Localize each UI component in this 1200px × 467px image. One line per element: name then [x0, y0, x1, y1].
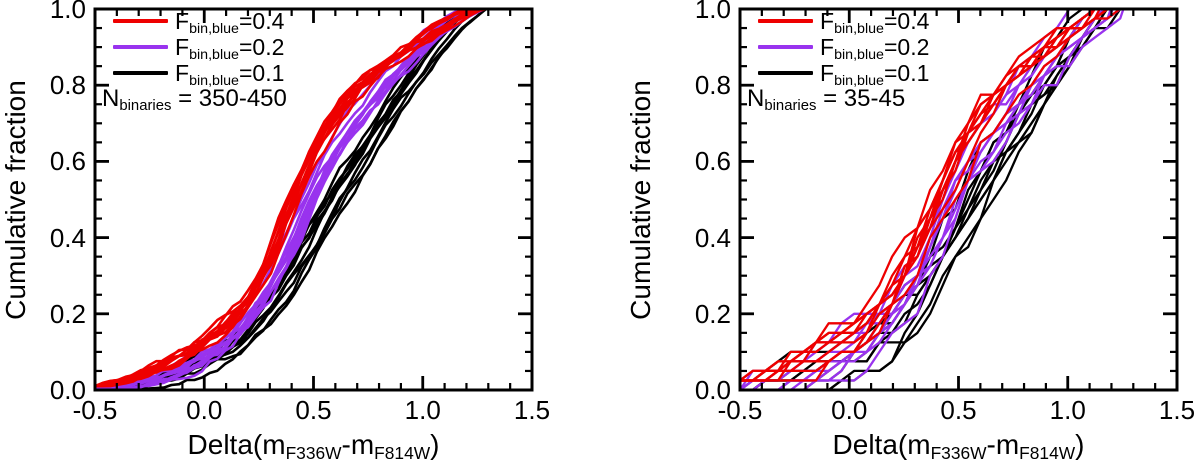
x-tick-label: 1.0 [404, 395, 441, 425]
y-tick-label: 1.0 [49, 0, 86, 24]
panel-left: -0.5 0.0 0.5 1.0 1.5 0.0 0.2 0.4 0.6 0.8 1.0 Delta(… [0, 0, 551, 463]
x-tick-label: 1.0 [1049, 395, 1086, 425]
axis-ticks [93, 7, 534, 392]
legend-line-swatch [113, 19, 168, 23]
legend-label: Fbin,blue=0.1 [175, 60, 285, 89]
x-tick-label: 0.0 [186, 395, 223, 425]
x-tick-label: 0.5 [295, 395, 332, 425]
x-tick-label: 1.5 [513, 395, 551, 425]
legend-label: Fbin,blue=0.2 [820, 34, 930, 63]
legend-label: Fbin,blue=0.4 [175, 8, 285, 37]
y-axis-title: Cumulative fraction [0, 79, 31, 320]
legend-line-swatch [758, 19, 813, 23]
x-tick-label: 1.5 [1158, 395, 1196, 425]
right-chart-canvas [738, 7, 1179, 392]
y-tick-label: 0.2 [694, 298, 731, 329]
x-tick-label: 0.5 [940, 395, 977, 425]
y-tick-label: 0.4 [694, 222, 731, 253]
y-tick-label: 0.0 [694, 375, 731, 405]
y-tick-label: 0.2 [49, 298, 86, 329]
legend-label: Fbin,blue=0.2 [175, 34, 285, 63]
y-tick-label: 0.8 [49, 70, 86, 101]
annotation-nbinaries: Nbinaries = 350-450 [102, 85, 287, 115]
cdf-curve [95, 9, 481, 388]
y-tick-label: 0.8 [694, 70, 731, 101]
left-chart-canvas [93, 7, 534, 392]
x-tick-label: 0.0 [831, 395, 868, 425]
cdf-curve-bundles [740, 9, 1130, 390]
cdf-curve [740, 9, 1109, 390]
y-tick-label: 0.4 [49, 222, 86, 253]
legend-line-swatch [113, 71, 168, 75]
legend-line-swatch [758, 45, 813, 49]
x-axis-title: Delta(mF336W-mF814W) [187, 429, 440, 463]
y-tick-label: 0.6 [694, 146, 731, 177]
cdf-curve [740, 9, 1112, 382]
x-tick-label: -0.5 [717, 395, 763, 425]
x-tick-label: -0.5 [72, 395, 118, 425]
axis-ticks [738, 7, 1179, 392]
legend-line-swatch [758, 71, 813, 75]
cdf-curves-series-1 [95, 9, 486, 390]
y-tick-label: 0.0 [49, 375, 86, 405]
legend-label: Fbin,blue=0.4 [820, 8, 930, 37]
panel-right: -0.5 0.0 0.5 1.0 1.5 0.0 0.2 0.4 0.6 0.8 1.0 Delta(… [600, 0, 1200, 467]
cdf-curves-series-0 [95, 9, 489, 388]
cdf-curve [740, 9, 1122, 382]
legend-line-swatch [113, 45, 168, 49]
y-tick-label: 1.0 [694, 0, 731, 24]
cdf-curve [740, 9, 1108, 382]
y-axis-title: Cumulative fraction [625, 79, 656, 320]
cdf-curves-series-0 [740, 9, 1130, 382]
x-axis-title: Delta(mF336W-mF814W) [832, 429, 1085, 463]
annotation-nbinaries: Nbinaries = 35-45 [747, 85, 906, 115]
cdf-curve [95, 9, 485, 388]
cdf-curve-bundles [95, 9, 489, 390]
y-tick-label: 0.6 [49, 146, 86, 177]
legend-label: Fbin,blue=0.1 [820, 60, 930, 89]
